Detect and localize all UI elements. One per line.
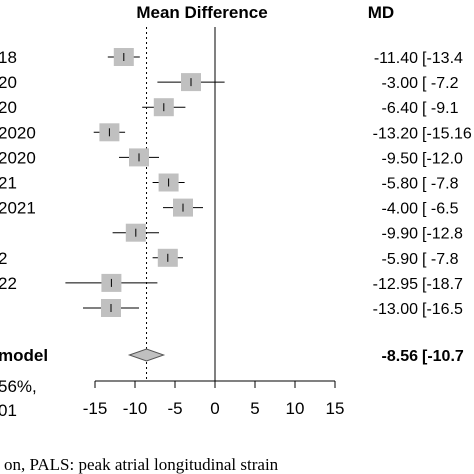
tick-label: -5 — [167, 399, 182, 418]
study-row: -9.90 [-12.8 — [112, 223, 463, 243]
md-value: -4.00 — [382, 201, 419, 218]
md-value: -3.00 — [382, 75, 419, 92]
md-value: -5.80 — [382, 176, 419, 193]
ci-value: [ -7.2 — [422, 75, 459, 92]
md-value: -11.40 — [374, 50, 418, 67]
ci-value: [-15.16 — [422, 125, 472, 142]
study-row: 18 -11.40 [-13.4 — [0, 48, 463, 67]
heterogeneity-line: 01 — [0, 401, 17, 420]
ci-value: [-12.8 — [422, 226, 463, 243]
md-value: -13.00 — [373, 301, 418, 318]
md-value: -9.90 — [382, 226, 419, 243]
ci-value: [ -6.5 — [422, 201, 459, 218]
md-value: -9.50 — [382, 150, 419, 167]
md-value: -13.20 — [373, 125, 418, 142]
reference-lines — [146, 27, 216, 381]
pooled-label: model — [0, 346, 48, 365]
tick-label: 5 — [250, 399, 259, 418]
study-row: 21 -5.80[ -7.8 — [0, 173, 459, 193]
study-rows: 18 -11.40 [-13.4 20 -3.00[ -7.2 20 -6.40[ -9.1… — [0, 48, 472, 318]
ci-value: [ -9.1 — [422, 100, 459, 117]
study-row: 2 -5.90[ -7.8 — [0, 249, 459, 268]
ci-value: [-13.4 — [422, 50, 463, 67]
ci-value: [-18.7 — [422, 276, 463, 293]
study-label: 2 — [0, 249, 7, 268]
heterogeneity-line: 56%, — [0, 377, 37, 396]
tick-label: 0 — [210, 399, 219, 418]
pooled-md-value: -8.56 — [382, 348, 419, 365]
study-row: 2020 -9.50 [-12.0 — [0, 148, 463, 167]
study-label: 2021 — [0, 199, 36, 218]
ci-value: [ -7.8 — [422, 176, 459, 193]
x-axis: -15 -10 -5 0 5 10 15 — [83, 380, 345, 418]
ci-value: [-16.5 — [422, 301, 463, 318]
study-row: 20 -6.40[ -9.1 — [0, 98, 459, 117]
tick-label: -10 — [123, 399, 148, 418]
header-ci: MD — [368, 3, 394, 22]
study-label: 20 — [0, 73, 17, 92]
pooled-diamond — [127, 348, 166, 362]
study-row: -13.00 [-16.5 — [83, 299, 463, 318]
heterogeneity: 56%, 01 — [0, 377, 37, 420]
figure-caption: on, PALS: peak atrial longitudinal strai… — [4, 455, 279, 474]
pooled-ci-value: [-10.7 — [422, 348, 464, 365]
study-label: 2020 — [0, 148, 36, 167]
study-row: 2021 -4.00[ -6.5 — [0, 198, 459, 218]
study-row: 22 -12.95 [-18.7 — [0, 273, 463, 293]
ci-value: [-12.0 — [422, 150, 463, 167]
ci-value: [ -7.8 — [422, 251, 459, 268]
study-label: 18 — [0, 48, 17, 67]
tick-label: 15 — [326, 399, 345, 418]
study-label: 20 — [0, 98, 17, 117]
tick-label: 10 — [286, 399, 305, 418]
tick-label: -15 — [83, 399, 108, 418]
md-value: -5.90 — [382, 251, 419, 268]
study-row: 2020 -13.20 [-15.16 — [0, 123, 472, 142]
md-value: -6.40 — [382, 100, 419, 117]
study-label: 21 — [0, 174, 17, 193]
study-label: 22 — [0, 274, 17, 293]
pooled-row: model -8.56 [-10.7 — [0, 346, 464, 365]
study-label: 2020 — [0, 123, 36, 142]
md-value: -12.95 — [373, 276, 418, 293]
study-row: 20 -3.00[ -7.2 — [0, 73, 459, 92]
header-effect: Mean Difference — [136, 3, 267, 22]
